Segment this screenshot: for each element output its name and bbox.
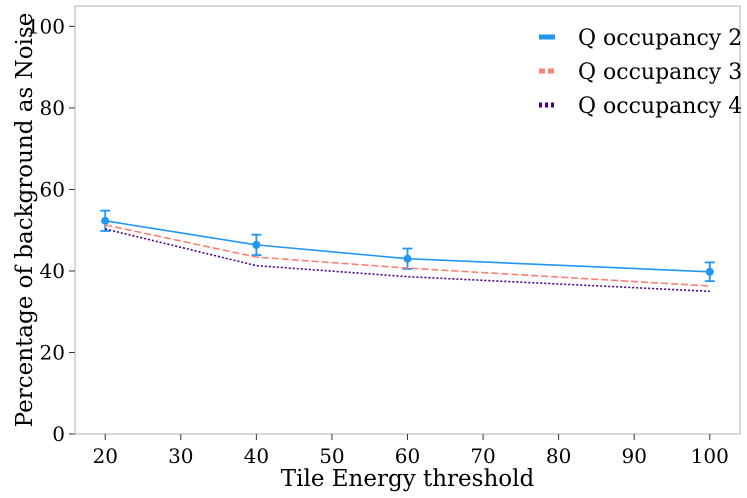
y-tick-label: 20	[40, 340, 65, 364]
x-tick-label: 40	[244, 444, 269, 468]
series-1	[100, 209, 715, 283]
x-tick-label: 60	[395, 444, 420, 468]
x-tick-label: 90	[621, 444, 646, 468]
data-point	[403, 254, 412, 263]
x-tick-label: 50	[319, 444, 344, 468]
x-axis-ticks: 20 30 40 50 60 70 80 90 100	[93, 434, 729, 468]
series-line	[105, 228, 710, 293]
series-line	[105, 220, 710, 273]
data-point	[101, 216, 110, 225]
legend-label-2: Q occupancy 3	[578, 60, 742, 85]
series-layer	[100, 209, 715, 293]
series-2	[105, 224, 710, 287]
y-axis-label: Percentage of background as Noise	[12, 13, 38, 428]
y-tick-label: 0	[52, 422, 65, 446]
x-tick-label: 80	[546, 444, 571, 468]
y-tick-label: 80	[40, 96, 65, 120]
y-tick-label: 40	[40, 259, 65, 283]
y-tick-label: 100	[27, 14, 65, 38]
x-tick-label: 100	[691, 444, 729, 468]
y-tick-label: 60	[40, 177, 65, 201]
y-axis-ticks: 0 20 40 60 80 100	[27, 14, 75, 446]
data-point	[252, 240, 261, 249]
legend: Q occupancy 2 Q occupancy 3 Q occupancy 4	[539, 26, 742, 119]
series-3	[105, 228, 710, 293]
series-line	[105, 224, 710, 287]
x-tick-label: 70	[470, 444, 495, 468]
x-axis-label: Tile Energy threshold	[281, 466, 535, 492]
data-point	[705, 267, 714, 276]
x-tick-label: 20	[93, 444, 118, 468]
legend-label-1: Q occupancy 2	[578, 26, 742, 51]
x-tick-label: 30	[168, 444, 193, 468]
legend-label-3: Q occupancy 4	[578, 94, 742, 119]
